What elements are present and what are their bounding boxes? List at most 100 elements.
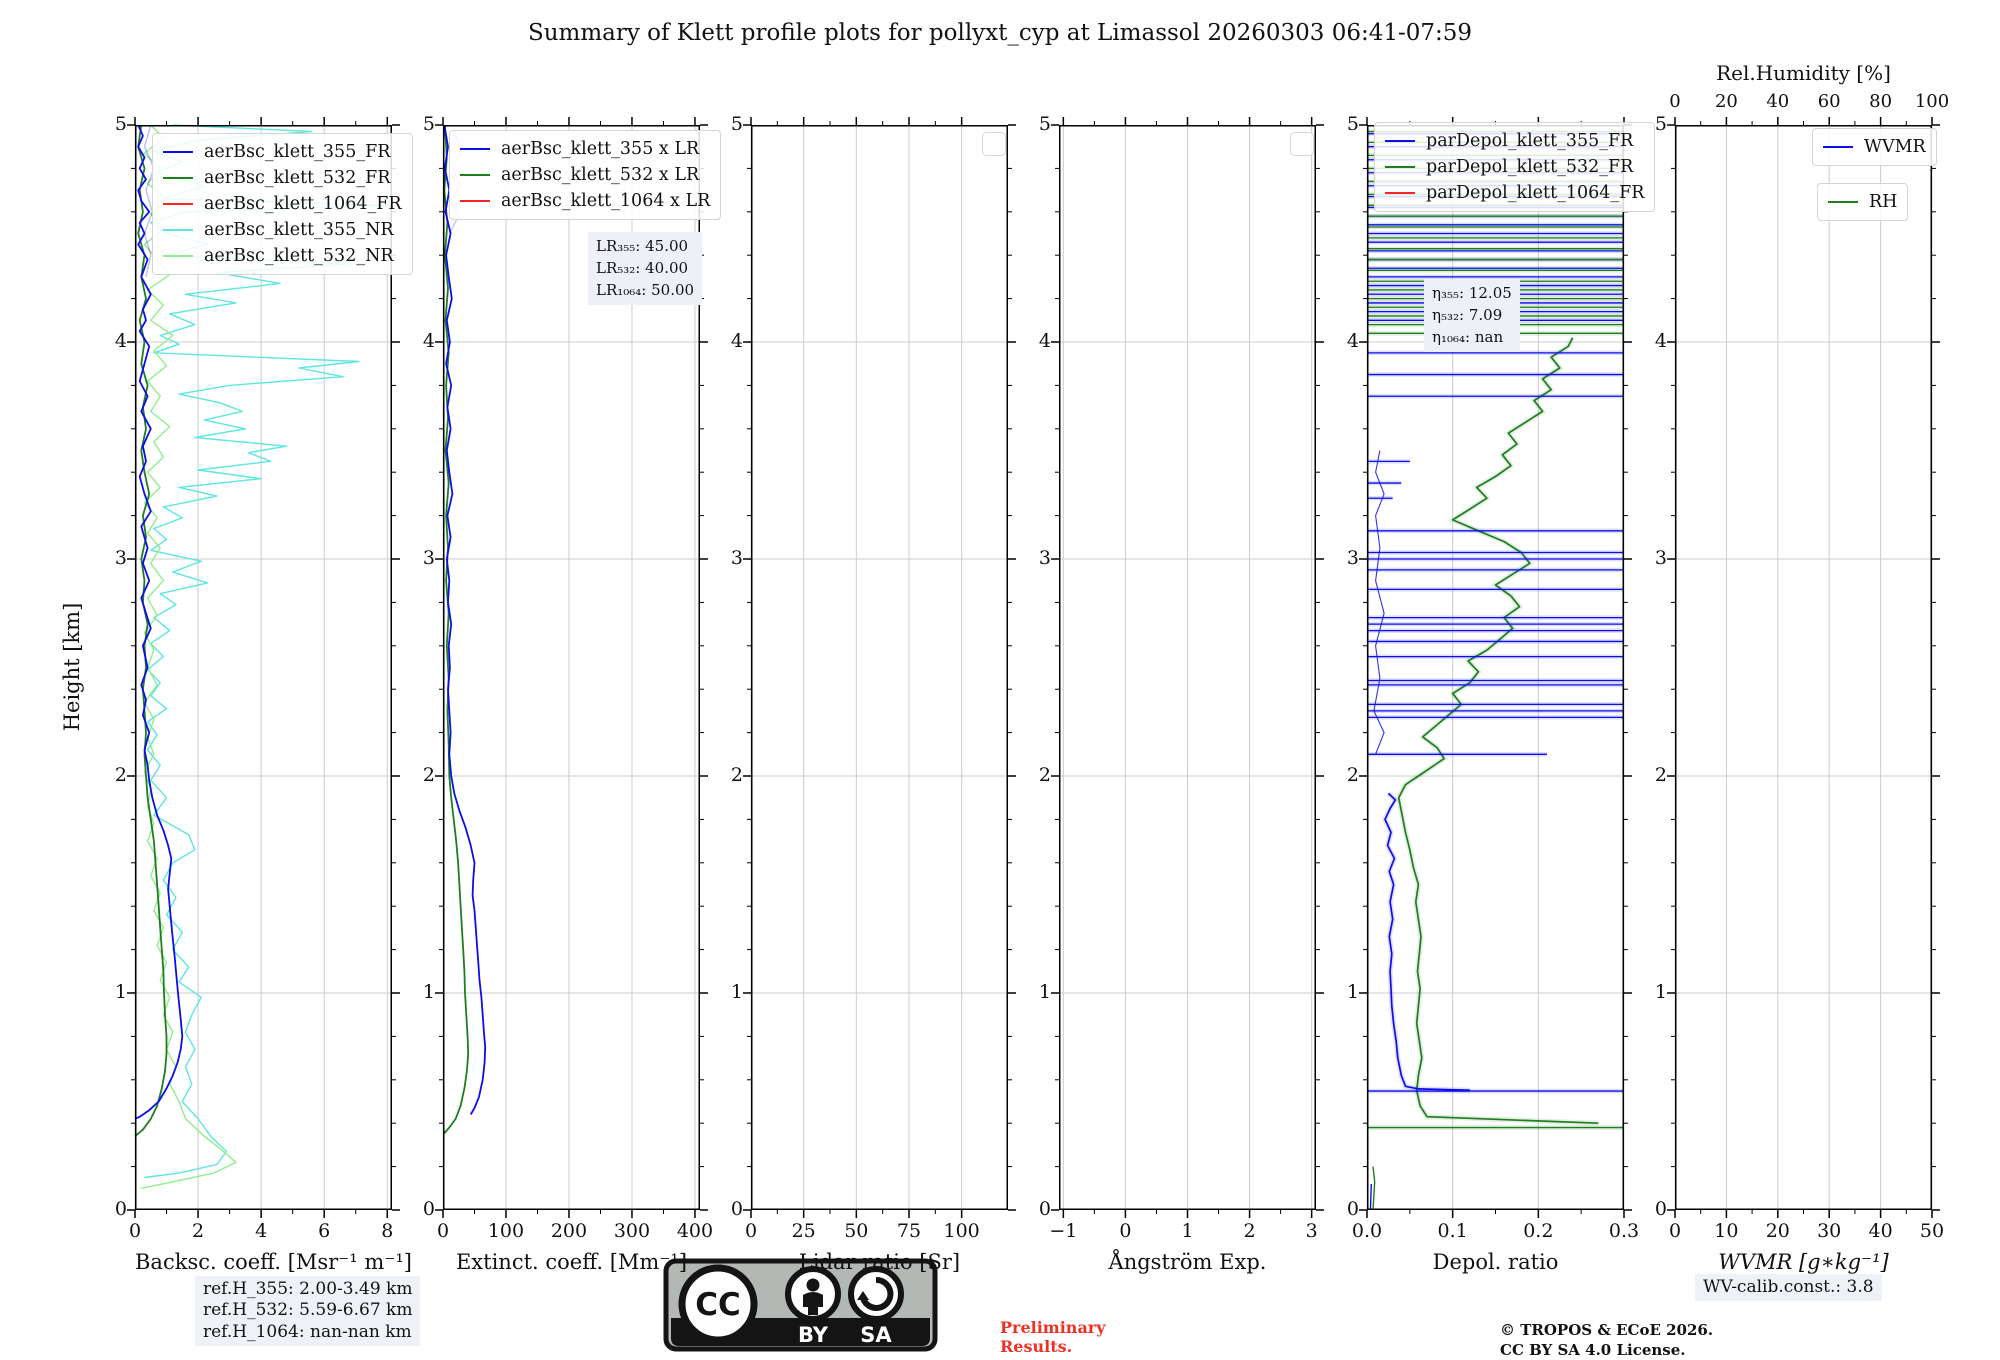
top-tick-label: 60 [1817, 91, 1841, 112]
legend-label: aerBsc_klett_355_NR [204, 220, 394, 240]
x-tick-label: 3 [1305, 1220, 1318, 1242]
y-tick-label: 3 [114, 547, 127, 569]
legend-label: aerBsc_klett_355_FR [204, 142, 391, 162]
legend-swatch [163, 203, 193, 205]
y-tick-label: 2 [730, 764, 743, 786]
y-tick-label: 1 [114, 981, 127, 1003]
x-tick-label: 0 [744, 1220, 758, 1242]
legend-swatch [1823, 146, 1853, 148]
y-tick-label: 0 [114, 1198, 127, 1220]
y-tick-label: 5 [114, 113, 127, 135]
x-axis-label-backsc: Backsc. coeff. [Msr⁻¹ m⁻¹] [135, 1250, 412, 1274]
y-tick-label: 2 [114, 764, 127, 786]
y-tick-label: 4 [1038, 330, 1051, 352]
figure-title: Summary of Klett profile plots for polly… [527, 20, 1473, 46]
plot-canvas-wvmr [1667, 117, 1940, 1218]
plot-canvas-extinct [435, 117, 708, 1218]
x-tick-label: 75 [896, 1220, 922, 1242]
x-tick-label: 20 [1765, 1220, 1790, 1242]
x-tick-label: 100 [943, 1220, 980, 1242]
top-tick-label: 100 [1914, 91, 1950, 112]
axes-frame [751, 125, 1008, 1210]
x-tick-label: 0 [1668, 1220, 1682, 1242]
plot-lidar-ratio: 0 25 50 75 100 0 1 2 3 4 5 Lidar ratio [Sr] [731, 113, 1016, 1274]
plot-canvas-angstrom [1051, 117, 1324, 1218]
legend-swatch [1828, 201, 1858, 203]
y-tick-label: 2 [422, 764, 435, 786]
y-tick-label: 3 [422, 547, 435, 569]
ref-height-annotation: ref.H_355: 2.00-3.49 km ref.H_532: 5.59-… [195, 1276, 421, 1346]
legend-item-parDepol_klett_355_FR: parDepol_klett_355_FR [1385, 128, 1644, 154]
y-tick-label: 3 [1654, 547, 1667, 569]
plot-extinct: 0 100 200 300 400 0 1 2 3 4 5 Extinct. coeff. [Mm⁻¹… [423, 113, 722, 1274]
preliminary-results-note: Preliminary Results. [1000, 1318, 1106, 1357]
y-tick-label: 1 [1654, 981, 1667, 1003]
x-tick-label: 200 [550, 1220, 588, 1242]
y-tick-label: 3 [1346, 547, 1359, 569]
top-tick-label: 80 [1869, 91, 1893, 112]
y-tick-label: 5 [422, 113, 435, 135]
series-halo [1396, 336, 1599, 1126]
x-tick-label: 1 [1181, 1220, 1194, 1242]
plot-canvas-lidar-ratio [743, 117, 1016, 1218]
top-tick-label: 0 [1669, 91, 1681, 112]
legend-item-aerBsc_klett_1064_FR: aerBsc_klett_1064_FR [163, 191, 402, 217]
legend-swatch [163, 229, 193, 231]
legend-empty-lidar-ratio [982, 132, 1006, 156]
x-axis-label-depol: Depol. ratio [1432, 1250, 1559, 1274]
legend-item-WVMR: WVMR [1823, 134, 1926, 160]
axes-frame [135, 125, 392, 1210]
legend-label: aerBsc_klett_532_NR [204, 246, 394, 266]
series-aerBsc_klett_355_FR_faint [143, 124, 155, 278]
x-axis-label-lidar-ratio: Lidar ratio [Sr] [798, 1250, 961, 1274]
x-tick-label: 0 [1119, 1220, 1132, 1242]
series-halo [1382, 791, 1470, 1093]
annotation-line: LR₃₅₅: 45.00 [596, 237, 689, 255]
cc-badge-graphic: CC BY SA [663, 1258, 938, 1352]
annotation-line: LR₁₀₆₄: 50.00 [596, 280, 695, 299]
legend-label: aerBsc_klett_1064_FR [204, 194, 402, 214]
x-tick-label: 100 [487, 1220, 525, 1242]
x-tick-label: 0.3 [1608, 1220, 1640, 1242]
y-tick-label: 5 [1346, 113, 1359, 135]
x-tick-label: −1 [1049, 1220, 1078, 1242]
plot-angstrom: −1 0 1 2 3 0 1 2 3 4 5 Ångström Exp. [1039, 113, 1324, 1274]
legend-WVMR: WVMR [1812, 128, 1937, 166]
legend-swatch [460, 200, 490, 202]
legend-item-parDepol_klett_532_FR: parDepol_klett_532_FR [1385, 154, 1644, 180]
wv-calib-annotation: WV-calib.const.: 3.8 [1695, 1274, 1882, 1302]
legend-item-aerBsc_klett_532_NR: aerBsc_klett_532_NR [163, 243, 402, 269]
legend-label: aerBsc_klett_532_FR [204, 168, 391, 188]
legend-RH: RH [1817, 183, 1909, 221]
series-aerBsc_klett_355_FR [134, 124, 184, 1120]
annotation-line: η₃₅₅: 12.05 [1432, 284, 1512, 302]
legend-swatch [163, 177, 193, 179]
y-tick-label: 5 [1038, 113, 1051, 135]
x-tick-label: 10 [1714, 1220, 1739, 1242]
x-tick-label: 50 [844, 1220, 869, 1242]
legend-swatch [460, 148, 490, 150]
series-aerBsc_klett_532_NR [141, 124, 237, 1189]
y-tick-label: 0 [1654, 1198, 1667, 1220]
x-tick-label: 0.1 [1437, 1220, 1468, 1242]
y-tick-label: 4 [730, 330, 743, 352]
y-tick-label: 0 [1346, 1198, 1359, 1220]
y-tick-label: 3 [1038, 547, 1051, 569]
x-tick-label: 300 [613, 1220, 651, 1242]
y-tick-label: 4 [1346, 330, 1359, 352]
x-tick-label: 2 [192, 1220, 205, 1242]
y-tick-label: 5 [730, 113, 743, 135]
legend-swatch [460, 174, 490, 176]
legend-item-aerBsc_klett_1064 x LR: aerBsc_klett_1064 x LR [460, 188, 710, 214]
x-tick-label: 0 [436, 1220, 450, 1242]
annotation-line: η₅₃₂: 7.09 [1432, 305, 1503, 324]
legend-label: aerBsc_klett_355 x LR [501, 139, 700, 159]
share-alike-icon [848, 1266, 904, 1322]
legend-empty-angstrom [1290, 132, 1314, 156]
legend-item-aerBsc_klett_532_FR: aerBsc_klett_532_FR [163, 165, 402, 191]
plot-wvmr: 0 10 20 30 40 50 0 1 2 3 4 5 WVMR [g∗kg⁻¹] 0 20 40 60 80 1… [1655, 61, 1949, 1274]
legend-item-aerBsc_klett_355 x LR: aerBsc_klett_355 x LR [460, 136, 710, 162]
y-tick-label: 1 [1346, 981, 1359, 1003]
annotation-line: LR₅₃₂: 40.00 [596, 258, 689, 277]
